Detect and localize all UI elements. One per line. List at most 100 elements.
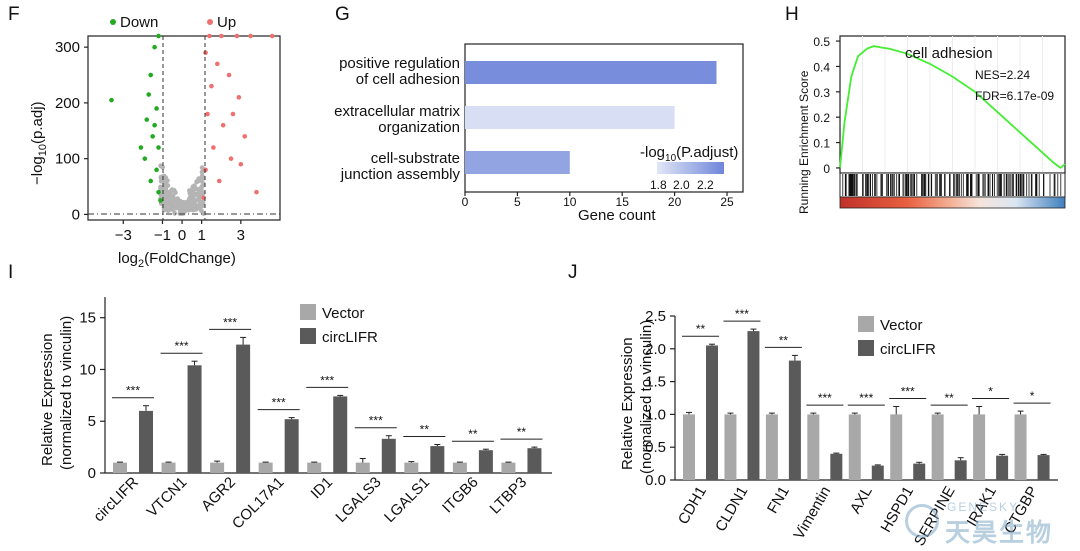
up-point <box>218 33 224 39</box>
ytick-label: 1.0 <box>645 406 666 423</box>
go-cat-2-line2: organization <box>378 119 460 136</box>
bar-i-legend-vector-swatch <box>300 304 316 320</box>
volcano-xtick-label: −1 <box>154 227 171 244</box>
gsea-hit-ticks <box>842 174 1062 196</box>
go-xtick-label: 15 <box>616 195 630 209</box>
category-label: FN1 <box>764 484 793 517</box>
ns-point <box>165 189 171 195</box>
bar-vector <box>161 462 176 473</box>
volcano-ylabel: −log10(p.adj) <box>29 101 49 185</box>
up-point <box>238 161 244 167</box>
category-label: LTBP3 <box>487 474 531 518</box>
ns-point <box>172 210 178 216</box>
ytick-label: 5 <box>88 413 96 430</box>
go-xtick-label: 10 <box>563 195 577 209</box>
go-bar-chart: 0 5 10 15 20 25 Gene count positive regulatio… <box>334 43 744 224</box>
sig-label: *** <box>223 315 237 329</box>
go-legend-title: -log10(P.adjust) <box>640 144 738 164</box>
category-label: Vimentin <box>791 484 835 543</box>
category-label: AGR2 <box>198 474 239 515</box>
bar-circlifr <box>236 344 251 473</box>
go-cat-1-line2: of cell adhesion <box>356 71 460 88</box>
up-point <box>230 111 236 117</box>
up-point <box>226 72 232 78</box>
bar-vector <box>452 462 467 473</box>
bar-vector <box>890 414 903 480</box>
up-point <box>209 83 214 89</box>
legend-down: Down <box>120 14 158 31</box>
category-label: ID1 <box>308 474 337 503</box>
volcano-ytick-label: 100 <box>55 151 80 168</box>
bar-j-ylabel-1: Relative Expression <box>619 337 636 470</box>
sig-label: * <box>988 385 993 399</box>
ns-point <box>180 200 186 206</box>
ytick-label: 0.0 <box>645 472 666 489</box>
go-bar <box>465 61 717 84</box>
go-bar <box>465 151 570 174</box>
bar-vector <box>404 462 419 473</box>
bar-j-legend-circ-swatch <box>858 340 874 356</box>
ns-point <box>197 199 203 205</box>
gsea-ytick-label: 0 <box>823 162 830 176</box>
go-xtick-label: 25 <box>720 195 734 209</box>
ytick-label: 10 <box>79 361 96 378</box>
category-label: ITGB6 <box>439 474 482 517</box>
down-point <box>154 167 159 173</box>
gsea-title: cell adhesion <box>905 45 993 62</box>
sig-label: *** <box>126 384 140 398</box>
go-cat-3-line2: junction assembly <box>340 166 461 183</box>
volcano-xlabel: log2(FoldChange) <box>118 250 236 270</box>
up-point <box>234 33 240 39</box>
bar-i-legend-circ: circLIFR <box>322 329 378 346</box>
bar-circlifr <box>187 365 202 473</box>
ns-point <box>158 163 164 169</box>
ns-point <box>158 178 164 184</box>
up-point <box>228 156 234 161</box>
ns-point <box>158 184 164 190</box>
bar-circlifr <box>954 460 967 480</box>
bar-circlifr <box>478 450 493 473</box>
ns-point <box>196 187 202 193</box>
panel-label-j: J <box>568 262 578 283</box>
volcano-ns-cloud <box>158 163 206 217</box>
bar-circlifr <box>913 463 926 480</box>
down-point <box>156 33 161 39</box>
bar-circlifr <box>996 455 1009 480</box>
go-cat-3-line1: cell-substrate <box>371 150 460 167</box>
gsea-fdr: FDR=6.17e-09 <box>975 89 1054 103</box>
up-point <box>205 111 210 117</box>
watermark-globe-icon <box>905 504 939 538</box>
up-point <box>203 167 208 173</box>
panel-label-g: G <box>335 4 350 25</box>
category-label: LGALS3 <box>332 474 384 526</box>
ns-point <box>194 179 200 184</box>
panel-label-i: I <box>8 262 13 283</box>
up-point <box>203 50 208 56</box>
category-label: circLIFR <box>90 474 142 526</box>
down-point <box>152 44 157 50</box>
category-label: CLDN1 <box>712 484 751 535</box>
sig-label: *** <box>272 396 286 410</box>
volcano-ytick-label: 300 <box>55 39 80 56</box>
sig-label: *** <box>175 339 189 353</box>
watermark-logo: GENESKY 天昊生物 <box>905 500 1055 547</box>
bar-vector <box>724 414 737 480</box>
ns-point <box>178 207 184 213</box>
gsea-ytick-label: 0.3 <box>813 86 830 100</box>
bar-i-legend-circ-swatch <box>300 328 316 344</box>
ns-point <box>162 174 168 180</box>
up-point <box>207 33 212 39</box>
go-legend-tick-1: 1.8 <box>650 178 667 192</box>
up-point <box>211 145 216 150</box>
ns-point <box>198 177 204 183</box>
volcano-xtick-label: 0 <box>178 227 186 244</box>
down-point <box>148 178 153 184</box>
bar-circlifr <box>706 345 718 480</box>
ns-point <box>199 169 205 175</box>
bar-circlifr <box>430 446 445 473</box>
category-label: LGALS1 <box>381 474 433 526</box>
go-bar <box>465 106 675 129</box>
gsea-plot: 00.10.20.30.40.5 cell adhesion NES=2.24 … <box>797 35 1066 214</box>
panel-label-f: F <box>8 4 20 25</box>
bar-circlifr <box>381 438 396 473</box>
